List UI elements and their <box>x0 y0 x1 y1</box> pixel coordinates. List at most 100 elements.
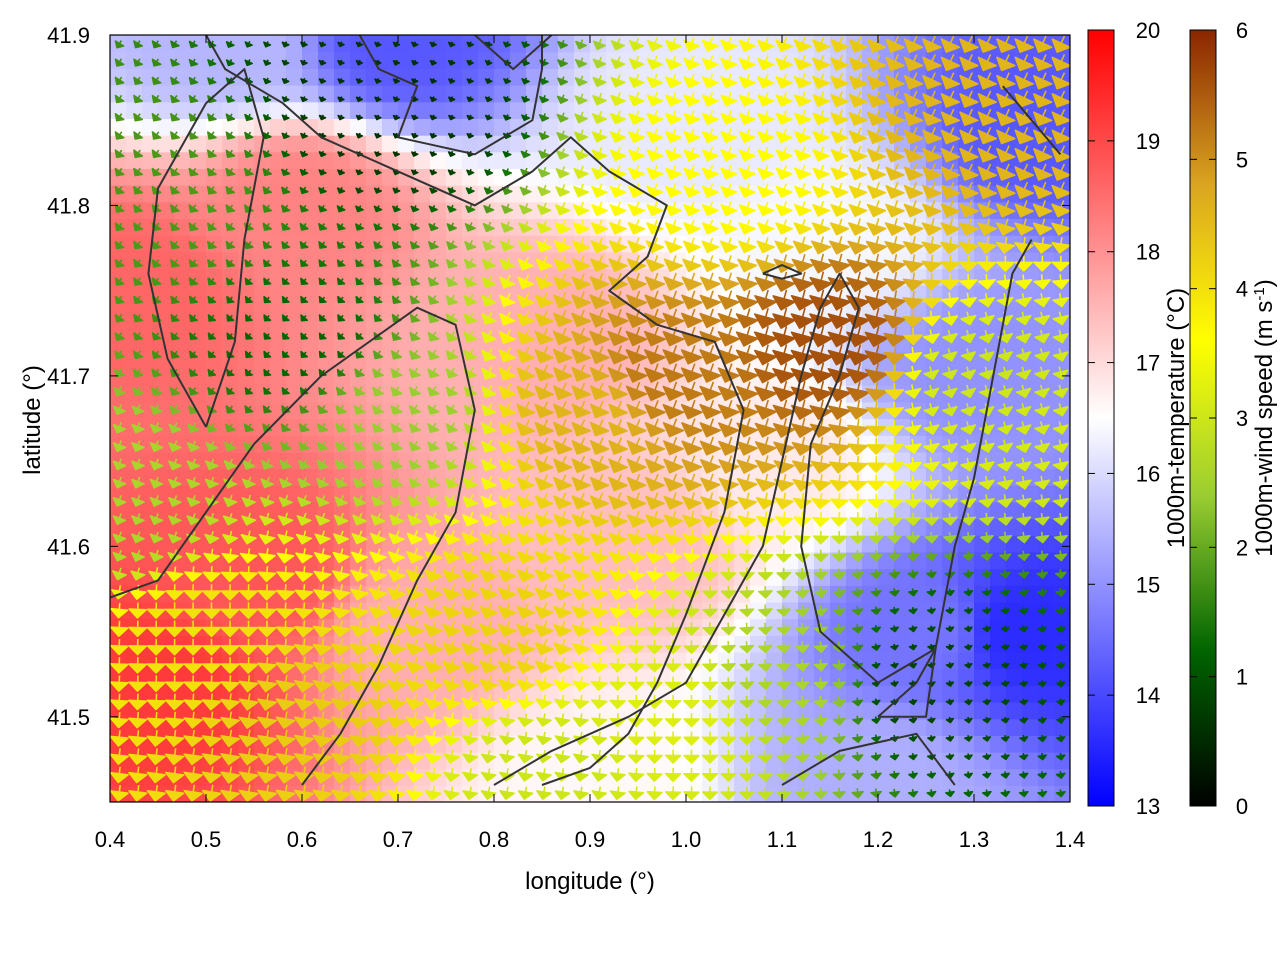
heatmap-cell <box>398 785 415 802</box>
heatmap-cell <box>1022 785 1039 802</box>
heatmap-cell <box>910 635 927 653</box>
heatmap-cell <box>318 68 335 86</box>
heatmap-cell <box>926 718 943 736</box>
heatmap-cell <box>926 702 943 720</box>
heatmap-cell <box>894 752 911 770</box>
heatmap-cell <box>1022 718 1039 736</box>
heatmap-cell <box>862 718 879 736</box>
heatmap-cell <box>782 785 799 802</box>
x-tick-label: 1.3 <box>959 827 990 852</box>
heatmap-cell <box>590 702 607 720</box>
heatmap-cell <box>654 702 671 720</box>
heatmap-cell <box>1054 668 1070 686</box>
heatmap-cell <box>1006 752 1023 770</box>
heatmap-cell <box>958 568 975 586</box>
heatmap-cell <box>1022 685 1039 703</box>
heatmap-cell <box>990 635 1007 653</box>
heatmap-cell <box>174 101 191 119</box>
heatmap-cell <box>526 702 543 720</box>
heatmap-cell <box>270 118 287 136</box>
heatmap-cell <box>942 702 959 720</box>
heatmap-cell <box>718 685 735 703</box>
heatmap-cell <box>1038 635 1055 653</box>
heatmap-cell <box>846 668 863 686</box>
heatmap-cell <box>974 685 991 703</box>
heatmap-cell <box>990 768 1007 786</box>
x-tick-label: 1.4 <box>1055 827 1086 852</box>
heatmap-cell <box>382 118 399 136</box>
heatmap-cell <box>334 68 351 86</box>
heatmap-cell <box>654 785 671 802</box>
x-tick-label: 0.9 <box>575 827 606 852</box>
heatmap-cell <box>782 702 799 720</box>
heatmap-cell <box>958 702 975 720</box>
heatmap-cell <box>366 68 383 86</box>
heatmap-cell <box>398 685 415 703</box>
heatmap-cell <box>766 685 783 703</box>
heatmap-cell <box>958 635 975 653</box>
heatmap-cell <box>990 685 1007 703</box>
heatmap-cell <box>942 718 959 736</box>
heatmap-cell <box>1006 735 1023 753</box>
heatmap-cell <box>702 702 719 720</box>
heatmap-cell <box>958 685 975 703</box>
heatmap-cell <box>286 168 303 186</box>
heatmap-cell <box>414 118 431 136</box>
heatmap-cell <box>942 668 959 686</box>
heatmap-cell <box>286 101 303 119</box>
heatmap-cell <box>814 685 831 703</box>
heatmap-cell <box>1006 785 1023 802</box>
heatmap-cell <box>1054 702 1070 720</box>
heatmap-cell <box>894 785 911 802</box>
heatmap-cell <box>638 668 655 686</box>
heatmap-cell <box>926 585 943 603</box>
heatmap-cell <box>286 68 303 86</box>
heatmap-cell <box>478 68 495 86</box>
heatmap-cell <box>1022 702 1039 720</box>
heatmap-cell <box>974 785 991 802</box>
heatmap-cell <box>286 285 303 303</box>
heatmap-cell <box>1006 635 1023 653</box>
heatmap-cell <box>990 618 1007 636</box>
heatmap-cell <box>350 51 367 69</box>
heatmap-cell <box>1038 568 1055 586</box>
heatmap-cell <box>718 668 735 686</box>
heatmap-cell <box>862 785 879 802</box>
heatmap-cell <box>590 685 607 703</box>
heatmap-cell <box>910 702 927 720</box>
heatmap-cell <box>878 718 895 736</box>
heatmap-cell <box>1006 585 1023 603</box>
heatmap-cell <box>990 668 1007 686</box>
heatmap-cell <box>974 702 991 720</box>
heatmap-cell <box>222 118 239 136</box>
heatmap-cell <box>894 635 911 653</box>
heatmap-cell <box>286 685 303 703</box>
heatmap-cell <box>894 718 911 736</box>
heatmap-cell <box>174 168 191 186</box>
heatmap-cell <box>414 185 431 203</box>
heatmap-cell <box>542 685 559 703</box>
heatmap-cell <box>846 685 863 703</box>
x-tick-label: 1.2 <box>863 827 894 852</box>
heatmap-cell <box>638 785 655 802</box>
heatmap-cell <box>878 785 895 802</box>
heatmap-cell <box>350 185 367 203</box>
heatmap-cell <box>942 735 959 753</box>
heatmap-cell <box>286 368 303 386</box>
y-tick-label: 41.5 <box>47 705 90 730</box>
heatmap-cell <box>334 118 351 136</box>
heatmap-cell <box>1038 702 1055 720</box>
heatmap-cell <box>318 118 335 136</box>
heatmap-cell <box>1006 685 1023 703</box>
heatmap-cell <box>350 118 367 136</box>
heatmap-cell <box>1054 752 1070 770</box>
heatmap-cell <box>1006 718 1023 736</box>
x-tick-label: 0.5 <box>191 827 222 852</box>
heatmap-cell <box>414 235 431 253</box>
heatmap-cell <box>830 702 847 720</box>
heatmap-cell <box>878 685 895 703</box>
heatmap-cell <box>702 685 719 703</box>
heatmap-cell <box>174 235 191 253</box>
heatmap-cell <box>526 685 543 703</box>
